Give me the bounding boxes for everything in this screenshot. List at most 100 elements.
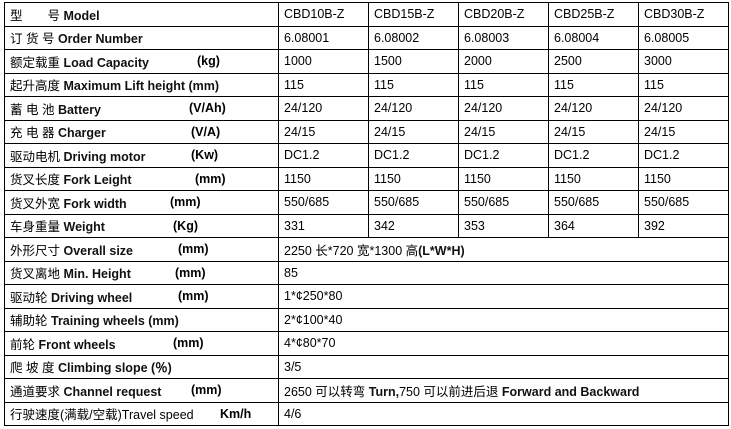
label-cn: 型 号 [10,8,61,23]
value-cell: 2250 长*720 宽*1300 高(L*W*H) [278,237,729,262]
value-cell: DC1.2 [368,143,459,168]
value-cell: 550/685 [548,190,639,215]
label-unit: (Kg) [173,218,198,233]
value-cell: 24/120 [548,96,639,121]
value-text: 2650 可以转弯 [284,384,369,399]
row-label: 行驶速度(满载/空载)Travel speed Km/h [4,401,279,426]
value-cell: 1150 [458,166,549,191]
value-cell: 6.08003 [458,25,549,50]
value-cell: 115 [548,72,639,97]
label-en: Min. Height [63,267,131,282]
value-cell: 2*¢100*40 [278,307,729,332]
table-row: 前轮 Front wheels (mm) 4*¢80*70 [4,331,729,356]
label-en: Driving motor [63,149,146,164]
value-text: 3/5 [284,359,302,374]
row-label: 车身重量 Weight (Kg) [4,213,279,238]
value-text: 750 可以前进后退 [399,384,502,399]
label-cn: 前轮 [10,337,36,352]
label-unit: (mm) [175,265,206,280]
row-label: 订 货 号 Order Number [4,25,279,50]
table-row: 额定载重 Load Capacity (kg) 1000 1500 2000 2500 30… [4,49,729,74]
label-unit: (mm) [191,383,222,398]
value-cell: 3000 [638,49,729,74]
table-row: 驱动轮 Driving wheel (mm) 1*¢250*80 [4,284,729,309]
table-row: 充 电 器 Charger (V/A) 24/15 24/15 24/15 24/15 24… [4,119,729,144]
label-en: Fork width [63,196,127,211]
label-en: Driving wheel [50,290,133,305]
value-cell: 331 [278,213,369,238]
label-cn: 起升高度 [10,79,61,94]
model-cell: CBD20B-Z [458,2,549,27]
label-cn: 货叉离地 [10,267,61,282]
table-row: 外形尺寸 Overall size (mm) 2250 长*720 宽*1300 高… [4,237,729,262]
row-label: 充 电 器 Charger (V/A) [4,119,279,144]
label-cn: 货叉长度 [10,173,61,188]
value-bold: Turn, [368,384,400,399]
label-unit: (mm) [173,336,204,351]
model-cell: CBD10B-Z [278,2,369,27]
row-label: 外形尺寸 Overall size (mm) [4,237,279,262]
label-cn: 货叉外宽 [10,196,61,211]
row-label: 起升高度 Maximum Lift height (mm) [4,72,279,97]
row-label: 型 号 Model [4,2,279,27]
label-cn: 辅助轮 [10,314,48,329]
value-cell: 1150 [638,166,729,191]
value-cell: 115 [638,72,729,97]
label-unit: (mm) [178,289,209,304]
value-text: 2*¢100*40 [284,312,343,327]
value-cell: 1500 [368,49,459,74]
label-cn: 外形尺寸 [10,243,61,258]
label-unit: (kg) [197,54,220,69]
label-cn: 驱动电机 [10,149,61,164]
value-cell: DC1.2 [278,143,369,168]
table-row: 车身重量 Weight (Kg) 331 342 353 364 392 [4,213,729,238]
value-cell: 364 [548,213,639,238]
value-cell: 24/120 [278,96,369,121]
table-row: 蓄 电 池 Battery (V/Ah) 24/120 24/120 24/120 24/… [4,96,729,121]
model-cell: CBD25B-Z [548,2,639,27]
row-label: 通道要求 Channel request (mm) [4,378,279,403]
value-text: 2250 长*720 宽*1300 高 [284,243,419,258]
value-cell: DC1.2 [548,143,639,168]
label-unit: (mm) [178,242,209,257]
row-label: 货叉离地 Min. Height (mm) [4,260,279,285]
value-cell: 342 [368,213,459,238]
label-en: Battery [57,102,102,117]
row-label: 辅助轮 Training wheels (mm) [4,307,279,332]
value-cell: 24/120 [638,96,729,121]
value-cell: 2500 [548,49,639,74]
table-row: 货叉外宽 Fork width (mm) 550/685 550/685 550/685… [4,190,729,215]
label-cn: 充 电 器 [10,126,55,141]
value-cell: 115 [458,72,549,97]
model-cell: CBD30B-Z [638,2,729,27]
row-label: 前轮 Front wheels (mm) [4,331,279,356]
table-row: 订 货 号 Order Number 6.08001 6.08002 6.08003 6… [4,25,729,50]
label-en: Load Capacity [63,55,149,70]
label-cn: 订 货 号 [10,32,55,47]
value-cell: 24/15 [548,119,639,144]
value-cell: 6.08004 [548,25,639,50]
value-cell: DC1.2 [638,143,729,168]
row-label: 货叉长度 Fork Leight (mm) [4,166,279,191]
label-en: Maximum Lift height (mm) [63,79,220,94]
value-cell: 1150 [278,166,369,191]
value-text: 85 [284,265,298,280]
value-cell: 24/15 [278,119,369,144]
value-cell: 550/685 [638,190,729,215]
table-row: 驱动电机 Driving motor (Kw) DC1.2 DC1.2 DC1.2 DC1… [4,143,729,168]
label-unit: (mm) [195,171,226,186]
model-cell: CBD15B-Z [368,2,459,27]
label-en: Model [63,8,100,23]
label-cn: 额定载重 [10,55,61,70]
row-label: 驱动轮 Driving wheel (mm) [4,284,279,309]
value-cell: 2650 可以转弯 Turn,750 可以前进后退 Forward and Ba… [278,378,729,403]
value-cell: 353 [458,213,549,238]
value-cell: 4/6 [278,401,729,426]
spec-table: 型 号 Model CBD10B-Z CBD15B-Z CBD20B-Z CBD… [4,2,729,426]
value-text: 4*¢80*70 [284,336,336,351]
value-cell: 24/15 [458,119,549,144]
value-text: 4/6 [284,406,302,421]
value-cell: 115 [368,72,459,97]
value-cell: 550/685 [458,190,549,215]
label-cn: 通道要求 [10,384,61,399]
